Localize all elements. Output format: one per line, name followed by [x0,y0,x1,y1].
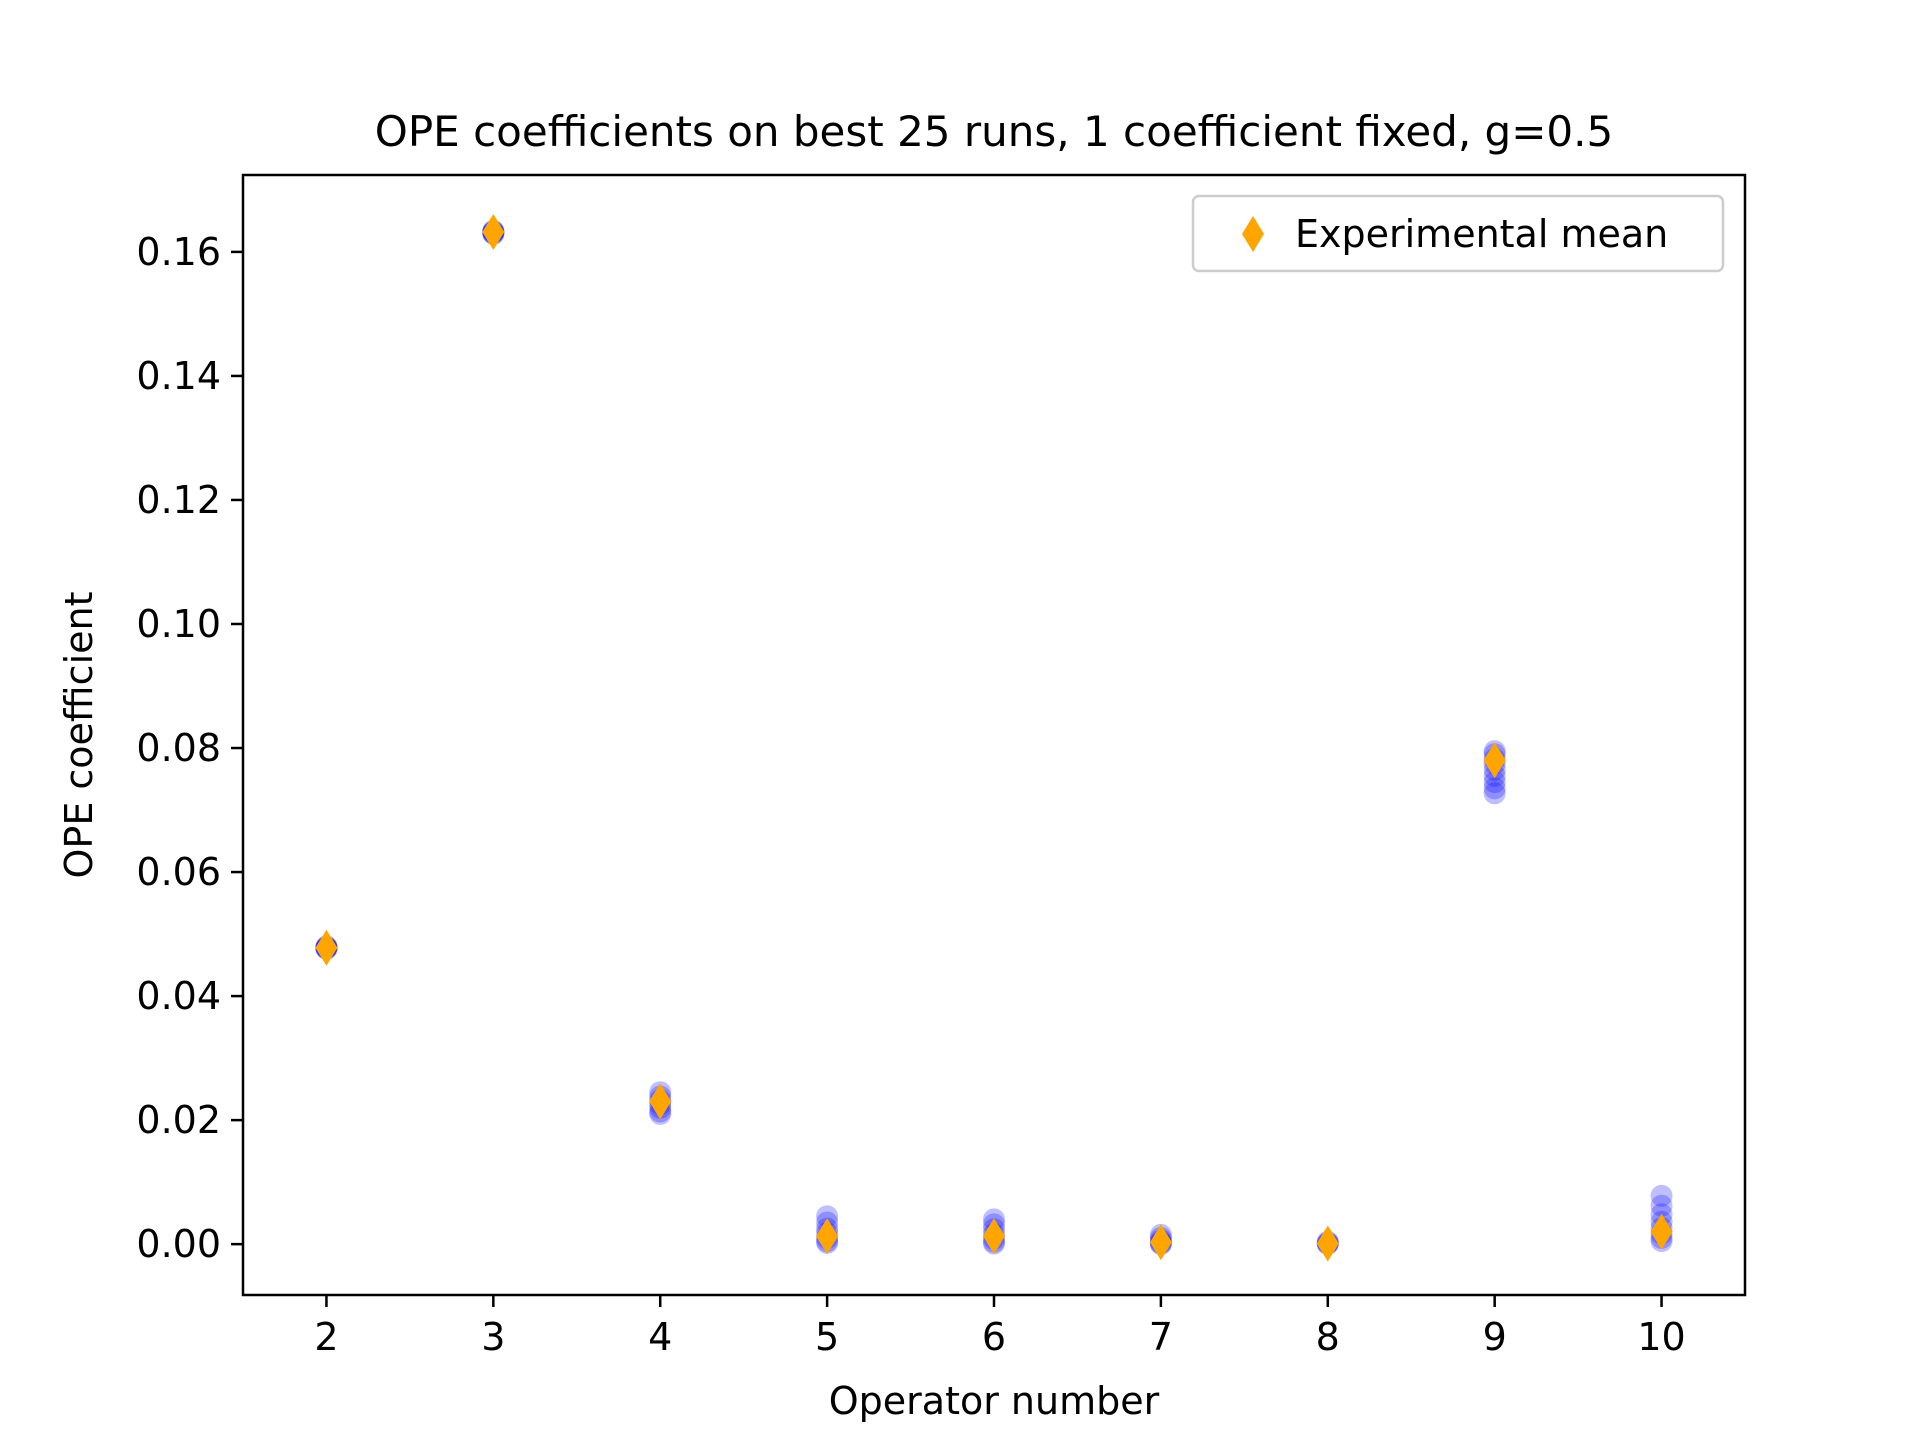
mean-diamond [816,1218,839,1255]
plot-frame [241,173,1747,1297]
y-tick-label: 0.14 [136,354,221,398]
y-tick-label: 0.10 [136,602,221,646]
x-tick-label: 7 [1149,1315,1173,1359]
x-axis-label: Operator number [829,1379,1160,1423]
x-tick-label: 4 [648,1315,672,1359]
y-tick-label: 0.02 [136,1098,221,1142]
y-tick-label: 0.08 [136,726,221,770]
x-tick-label: 10 [1637,1315,1685,1359]
y-axis-label: OPE coefficient [57,592,101,879]
mean-diamond [1483,742,1506,779]
legend-diamond-marker [1242,216,1264,252]
run-point [1483,777,1506,800]
x-tick-label: 6 [982,1315,1006,1359]
mean-diamond [482,214,505,251]
y-tick-label: 0.00 [136,1222,221,1266]
x-tick-label: 9 [1483,1315,1507,1359]
y-tick-label: 0.16 [136,230,221,274]
run-point [816,1205,839,1228]
run-point [1483,771,1506,794]
y-axis: 0.00 0.02 0.04 0.06 0.08 0.10 0.12 0.14 0.16 [136,230,243,1266]
y-tick-label: 0.04 [136,974,221,1018]
x-tick-label: 3 [481,1315,505,1359]
y-tick-label: 0.06 [136,850,221,894]
run-point [1483,782,1506,805]
x-tick-label: 8 [1316,1315,1340,1359]
run-point [1650,1184,1673,1207]
chart-title: OPE coefficients on best 25 runs, 1 coef… [375,107,1613,156]
legend: Experimental mean [1191,194,1725,273]
x-axis: 2 3 4 5 6 7 8 9 10 [314,1295,1686,1359]
plot-markers [315,214,1673,1262]
x-tick-label: 2 [314,1315,338,1359]
mean-diamond [1650,1213,1673,1250]
y-tick-label: 0.12 [136,478,221,522]
mean-diamond [1316,1225,1339,1262]
x-tick-label: 5 [815,1315,839,1359]
mean-diamond [649,1083,672,1120]
legend-label-experimental-mean: Experimental mean [1295,212,1668,256]
mean-diamond [315,929,338,966]
mean-diamond [983,1218,1005,1255]
mean-diamond [1149,1224,1172,1261]
run-point [1650,1194,1673,1217]
legend-box [1191,194,1725,273]
